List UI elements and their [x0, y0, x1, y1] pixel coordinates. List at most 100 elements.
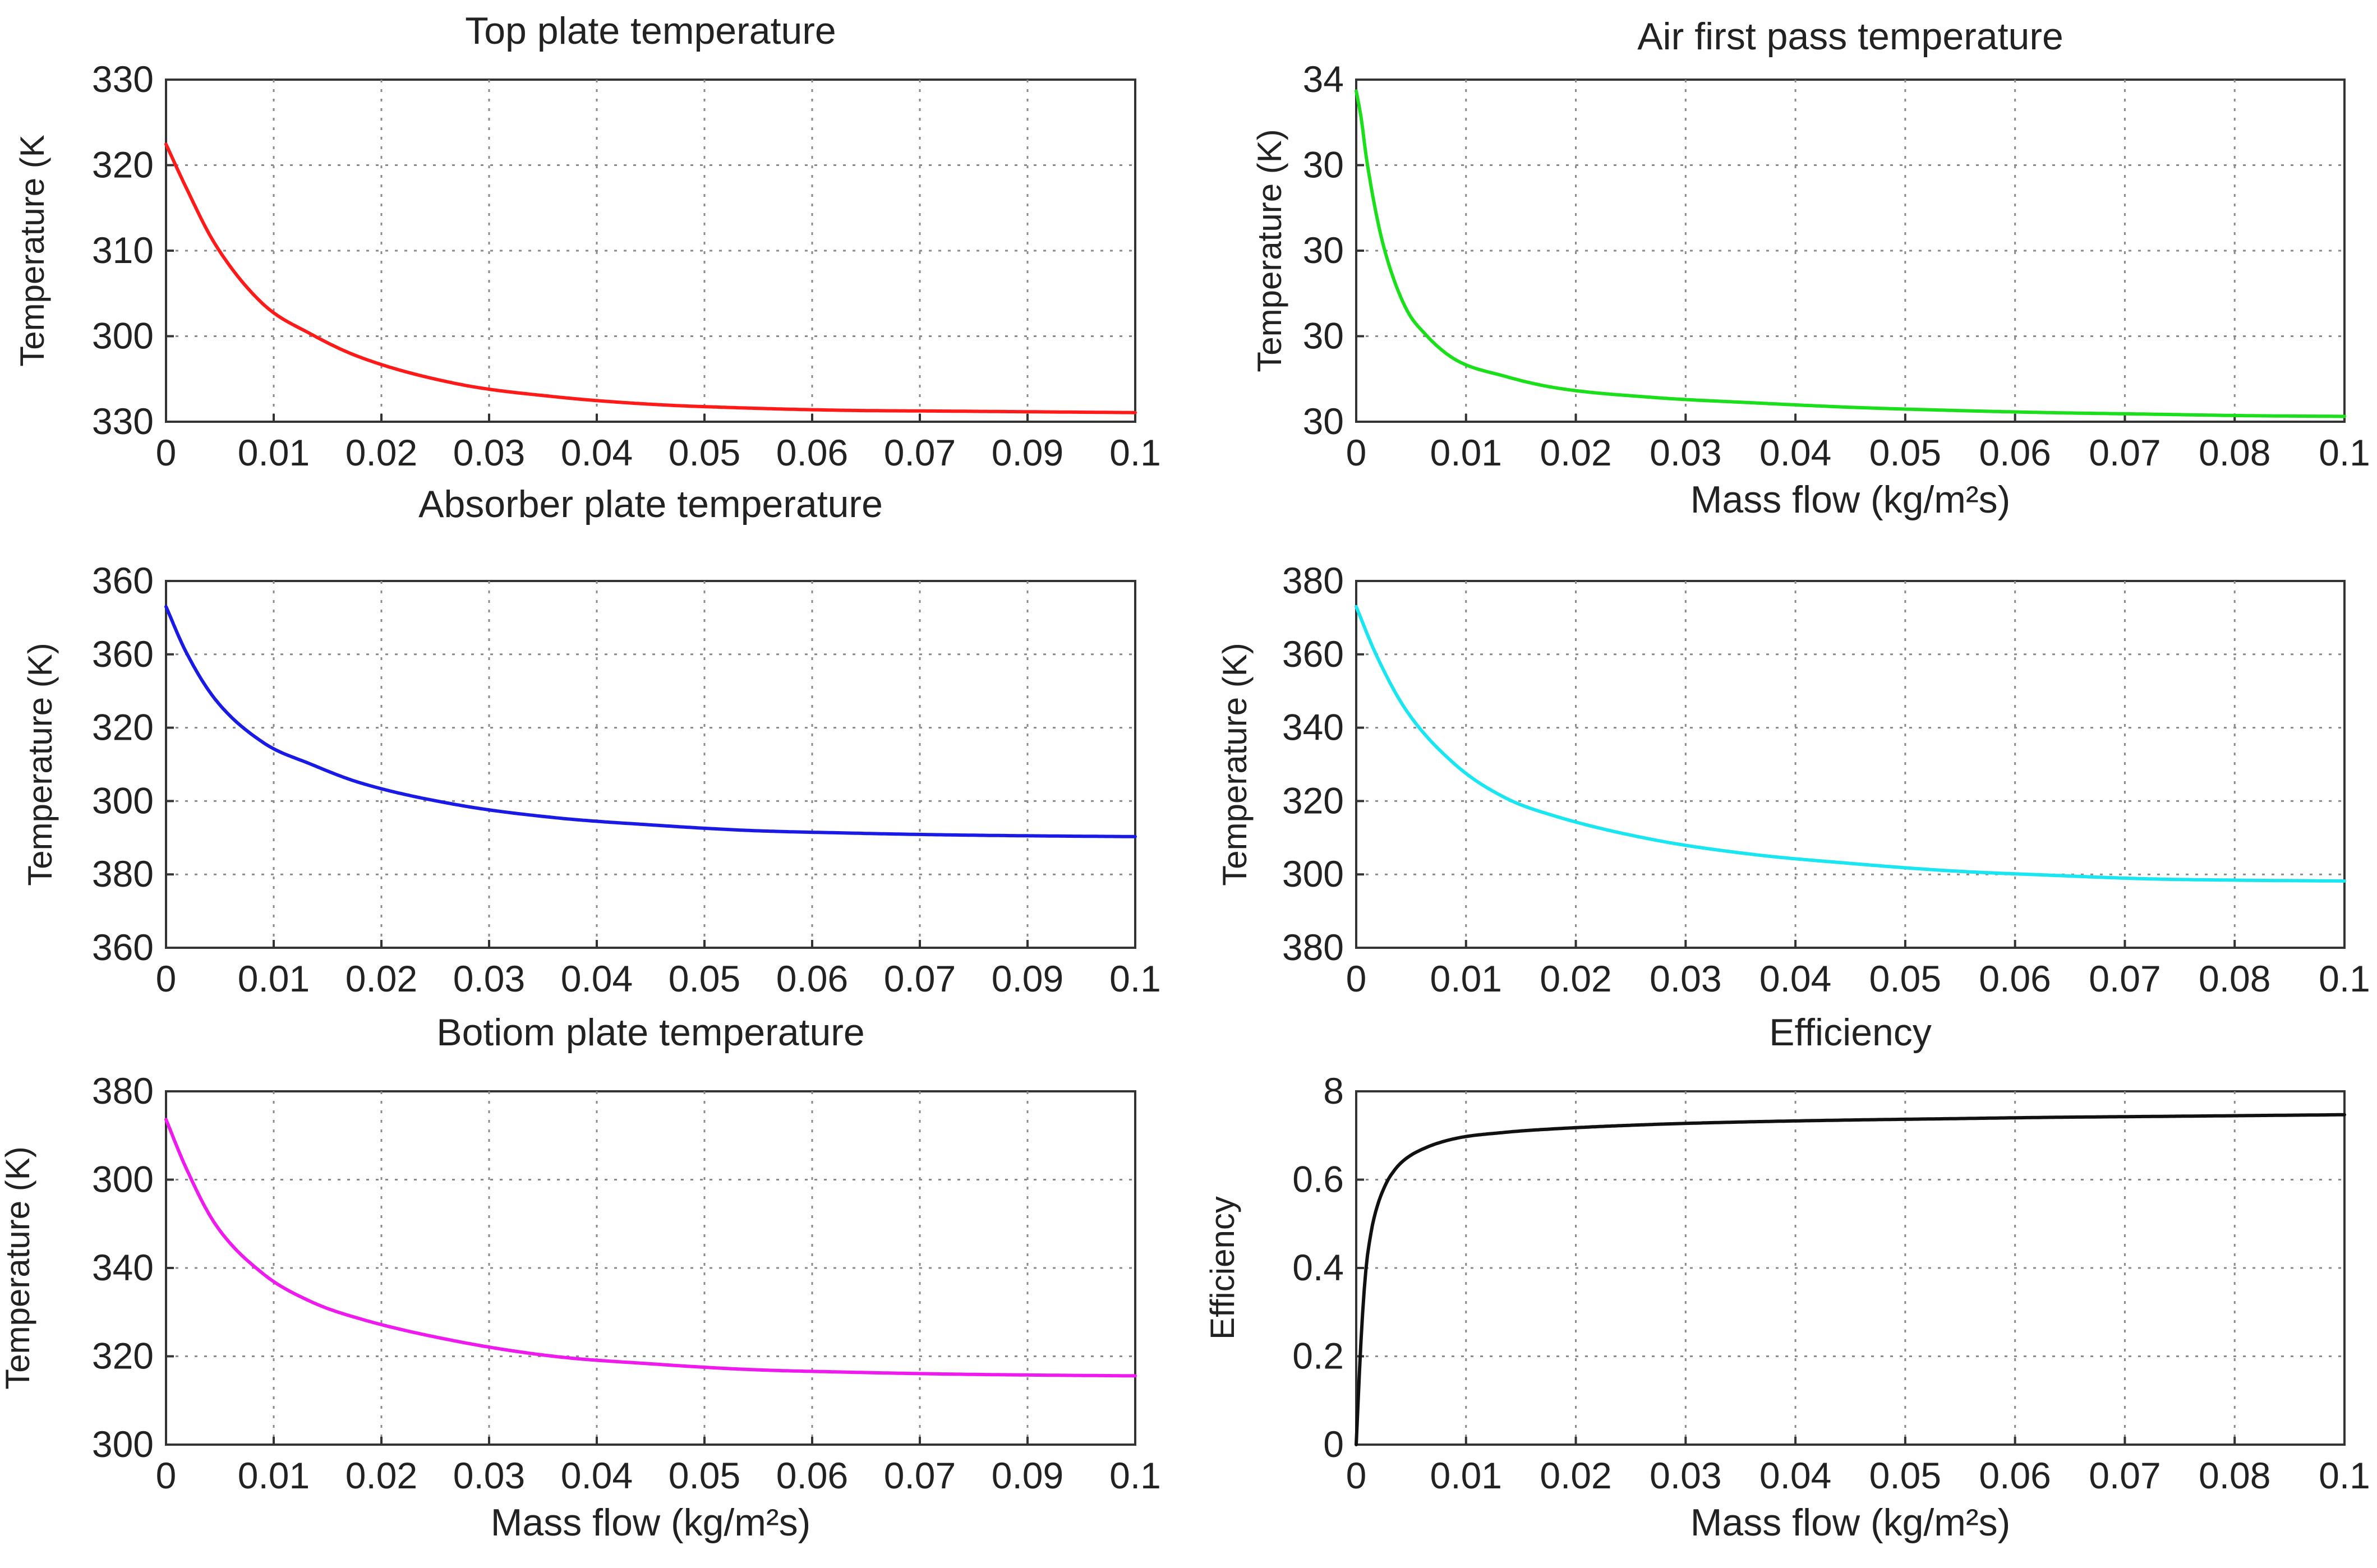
y-axis-label: Temperature (K)	[21, 643, 59, 886]
x-tick-label: 0.05	[669, 958, 740, 999]
subplot-title: Absorber plate temperature	[418, 483, 883, 525]
y-axis-label: Temperature (K)	[0, 1146, 36, 1389]
plot-frame	[165, 580, 1136, 949]
y-axis-label: Temperature (K)	[1251, 129, 1288, 372]
y-tick-label: 300	[92, 1423, 154, 1465]
y-tick-label: 300	[92, 780, 154, 821]
x-tick-label: 0.02	[1540, 958, 1611, 999]
x-tick-label: 0.01	[238, 958, 310, 999]
x-tick-label: 0.01	[1430, 432, 1502, 473]
y-tick-label: 300	[92, 315, 154, 357]
x-tick-label: 0.04	[1759, 432, 1831, 473]
y-tick-label: 0	[1323, 1423, 1344, 1465]
subplot-absorber-plate: Absorber plate temperature 0 0.01 0.02 0.03 0…	[21, 483, 1161, 999]
y-tick-label: 320	[92, 144, 154, 186]
x-tick-label: 0.03	[453, 432, 525, 473]
y-tick-label: 340	[92, 1247, 154, 1288]
y-tick-label: 380	[92, 1070, 154, 1112]
y-tick-label: 30	[1303, 229, 1344, 271]
x-tick-label: 0.07	[884, 958, 956, 999]
x-tick-label: 0.1	[1109, 958, 1161, 999]
subplot-top-plate: Top plate temperature 0 0.01 0.02 0.03 0.04 0.…	[13, 10, 1161, 473]
x-tick-label: 0.08	[2199, 432, 2270, 473]
y-axis-label: Temperature (K	[13, 135, 51, 367]
y-tick-label: 0.2	[1292, 1335, 1344, 1377]
x-tick-label: 0.1	[2319, 1455, 2370, 1496]
y-tick-label: 330	[92, 58, 154, 100]
x-tick-label: 0.02	[346, 432, 417, 473]
x-tick-label: 0	[1346, 1455, 1367, 1496]
x-tick-label: 0.07	[884, 432, 956, 473]
x-tick-label: 0.06	[1979, 1455, 2051, 1496]
x-tick-label: 0.06	[1979, 432, 2051, 473]
y-tick-label: 330	[92, 400, 154, 442]
y-tick-label: 300	[1282, 853, 1344, 894]
series-line-air-first-pass	[1355, 89, 2346, 418]
x-tick-label: 0.09	[992, 1455, 1063, 1496]
x-tick-label: 0.06	[1979, 958, 2051, 999]
subplot-title: Top plate temperature	[465, 10, 836, 52]
x-axis-label: Mass flow (kg/m²s)	[491, 1501, 810, 1544]
y-axis-label: Temperature (K)	[1216, 643, 1254, 886]
x-tick-label: 0.04	[1759, 1455, 1831, 1496]
x-tick-label: 0.02	[1540, 1455, 1611, 1496]
plot-frame	[165, 79, 1136, 423]
y-tick-label: 0.6	[1292, 1159, 1344, 1200]
series-line-air-second-pass	[1355, 605, 2346, 883]
x-tick-label: 0.08	[2199, 1455, 2270, 1496]
x-tick-label: 0.04	[561, 1455, 633, 1496]
subplot-air-first-pass: Air first pass temperature 0 0.01 0.02 0.03 0…	[1251, 15, 2370, 521]
x-tick-label: 0	[1346, 432, 1367, 473]
x-tick-label: 0.05	[1869, 958, 1941, 999]
subplot-efficiency: Efficiency 0 0.01 0.02 0.03 0.04 0.05 0.06 0.07 0…	[1204, 1011, 2370, 1544]
x-tick-label: 0.09	[992, 958, 1063, 999]
y-tick-label: 380	[1282, 560, 1344, 601]
x-tick-label: 0.03	[1650, 432, 1721, 473]
x-tick-label: 0.02	[1540, 432, 1611, 473]
x-tick-label: 0.1	[2319, 958, 2370, 999]
subplot-title: Air first pass temperature	[1637, 15, 2063, 58]
series-line-efficiency	[1355, 1113, 2346, 1446]
x-tick-label: 0.03	[453, 958, 525, 999]
x-tick-label: 0.07	[2089, 1455, 2161, 1496]
x-tick-label: 0.04	[1759, 958, 1831, 999]
y-tick-label: 30	[1303, 315, 1344, 357]
x-tick-label: 0	[156, 958, 177, 999]
x-tick-label: 0.05	[1869, 432, 1941, 473]
x-tick-label: 0.01	[1430, 1455, 1502, 1496]
y-tick-label: 360	[92, 560, 154, 601]
y-tick-label: 8	[1323, 1070, 1344, 1112]
y-tick-label: 30	[1303, 144, 1344, 186]
y-tick-label: 320	[1282, 780, 1344, 821]
x-tick-label: 0.03	[453, 1455, 525, 1496]
subplot-title: Efficiency	[1769, 1011, 1932, 1054]
y-tick-label: 360	[1282, 633, 1344, 675]
y-tick-label: 320	[92, 707, 154, 748]
x-tick-label: 0.07	[2089, 958, 2161, 999]
y-tick-label: 320	[92, 1335, 154, 1377]
y-tick-label: 30	[1303, 400, 1344, 442]
y-tick-label: 380	[92, 853, 154, 894]
x-tick-label: 0.05	[1869, 1455, 1941, 1496]
x-tick-label: 0.09	[992, 432, 1063, 473]
x-tick-label: 0.01	[1430, 958, 1502, 999]
x-tick-label: 0.04	[561, 432, 633, 473]
x-tick-label: 0.01	[238, 1455, 310, 1496]
y-tick-label: 360	[92, 926, 154, 968]
x-tick-label: 0.03	[1650, 1455, 1721, 1496]
x-tick-label: 0.03	[1650, 958, 1721, 999]
y-tick-label: 310	[92, 229, 154, 271]
x-tick-label: 0.1	[2319, 432, 2370, 473]
x-axis-label: Mass flow (kg/m²s)	[1690, 478, 2010, 521]
x-tick-label: 0.07	[884, 1455, 956, 1496]
y-tick-label: 360	[92, 633, 154, 675]
y-tick-label: 380	[1282, 926, 1344, 968]
x-tick-label: 0.1	[1109, 1455, 1161, 1496]
subplot-title: Botiom plate temperature	[436, 1011, 865, 1054]
y-tick-label: 34	[1303, 58, 1344, 100]
x-tick-label: 0	[156, 1455, 177, 1496]
subplot-bottom-plate: Botiom plate temperature 0 0.01 0.02 0.03 0.0…	[0, 1011, 1161, 1544]
y-tick-label: 300	[92, 1159, 154, 1200]
plot-frame	[1355, 580, 2346, 949]
